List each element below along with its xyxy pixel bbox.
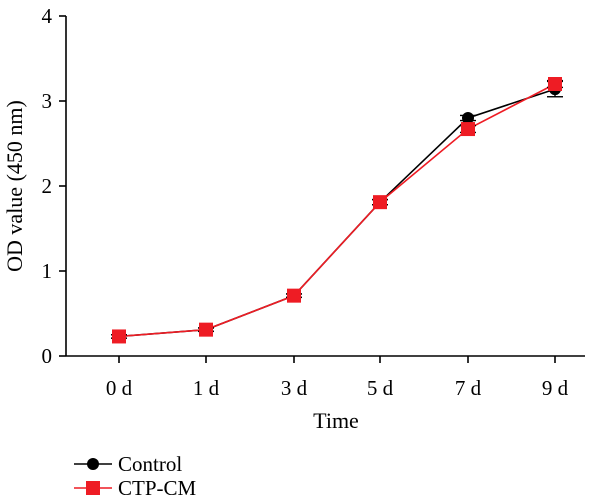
x-axis-title: Time [313, 408, 359, 433]
y-ticks: 0 1 2 3 4 [42, 4, 66, 368]
data-point [462, 112, 474, 124]
y-axis-title: OD value (450 nm) [2, 100, 27, 272]
x-tick-label: 1 d [193, 376, 220, 400]
legend-marker [86, 481, 100, 495]
series-line [118, 83, 556, 338]
series-layer [111, 77, 563, 344]
data-point [112, 329, 126, 344]
x-tick-label: 3 d [281, 376, 308, 400]
data-point [287, 288, 301, 303]
data-point [373, 195, 387, 210]
y-tick-label: 4 [42, 4, 53, 28]
legend-item: Control [74, 452, 182, 476]
legend-label: Control [118, 452, 182, 476]
x-ticks: 0 d 1 d 3 d 5 d 7 d 9 d [106, 356, 569, 400]
legend-marker [87, 458, 99, 470]
series-control [111, 80, 563, 343]
y-tick-label: 1 [42, 259, 53, 283]
x-tick-label: 0 d [106, 376, 133, 400]
x-tick-label: 9 d [542, 376, 569, 400]
x-tick-label: 7 d [455, 376, 482, 400]
legend-item: CTP-CM [74, 476, 197, 500]
axes [65, 16, 585, 357]
series-line [118, 88, 556, 338]
data-point [548, 77, 562, 91]
y-tick-label: 3 [42, 89, 53, 113]
series-ctp-cm [111, 77, 563, 344]
data-point [199, 322, 213, 337]
y-tick-label: 2 [42, 174, 53, 198]
data-point [461, 122, 475, 137]
y-tick-label: 0 [42, 344, 53, 368]
x-tick-label: 5 d [367, 376, 394, 400]
legend-label: CTP-CM [118, 476, 197, 500]
